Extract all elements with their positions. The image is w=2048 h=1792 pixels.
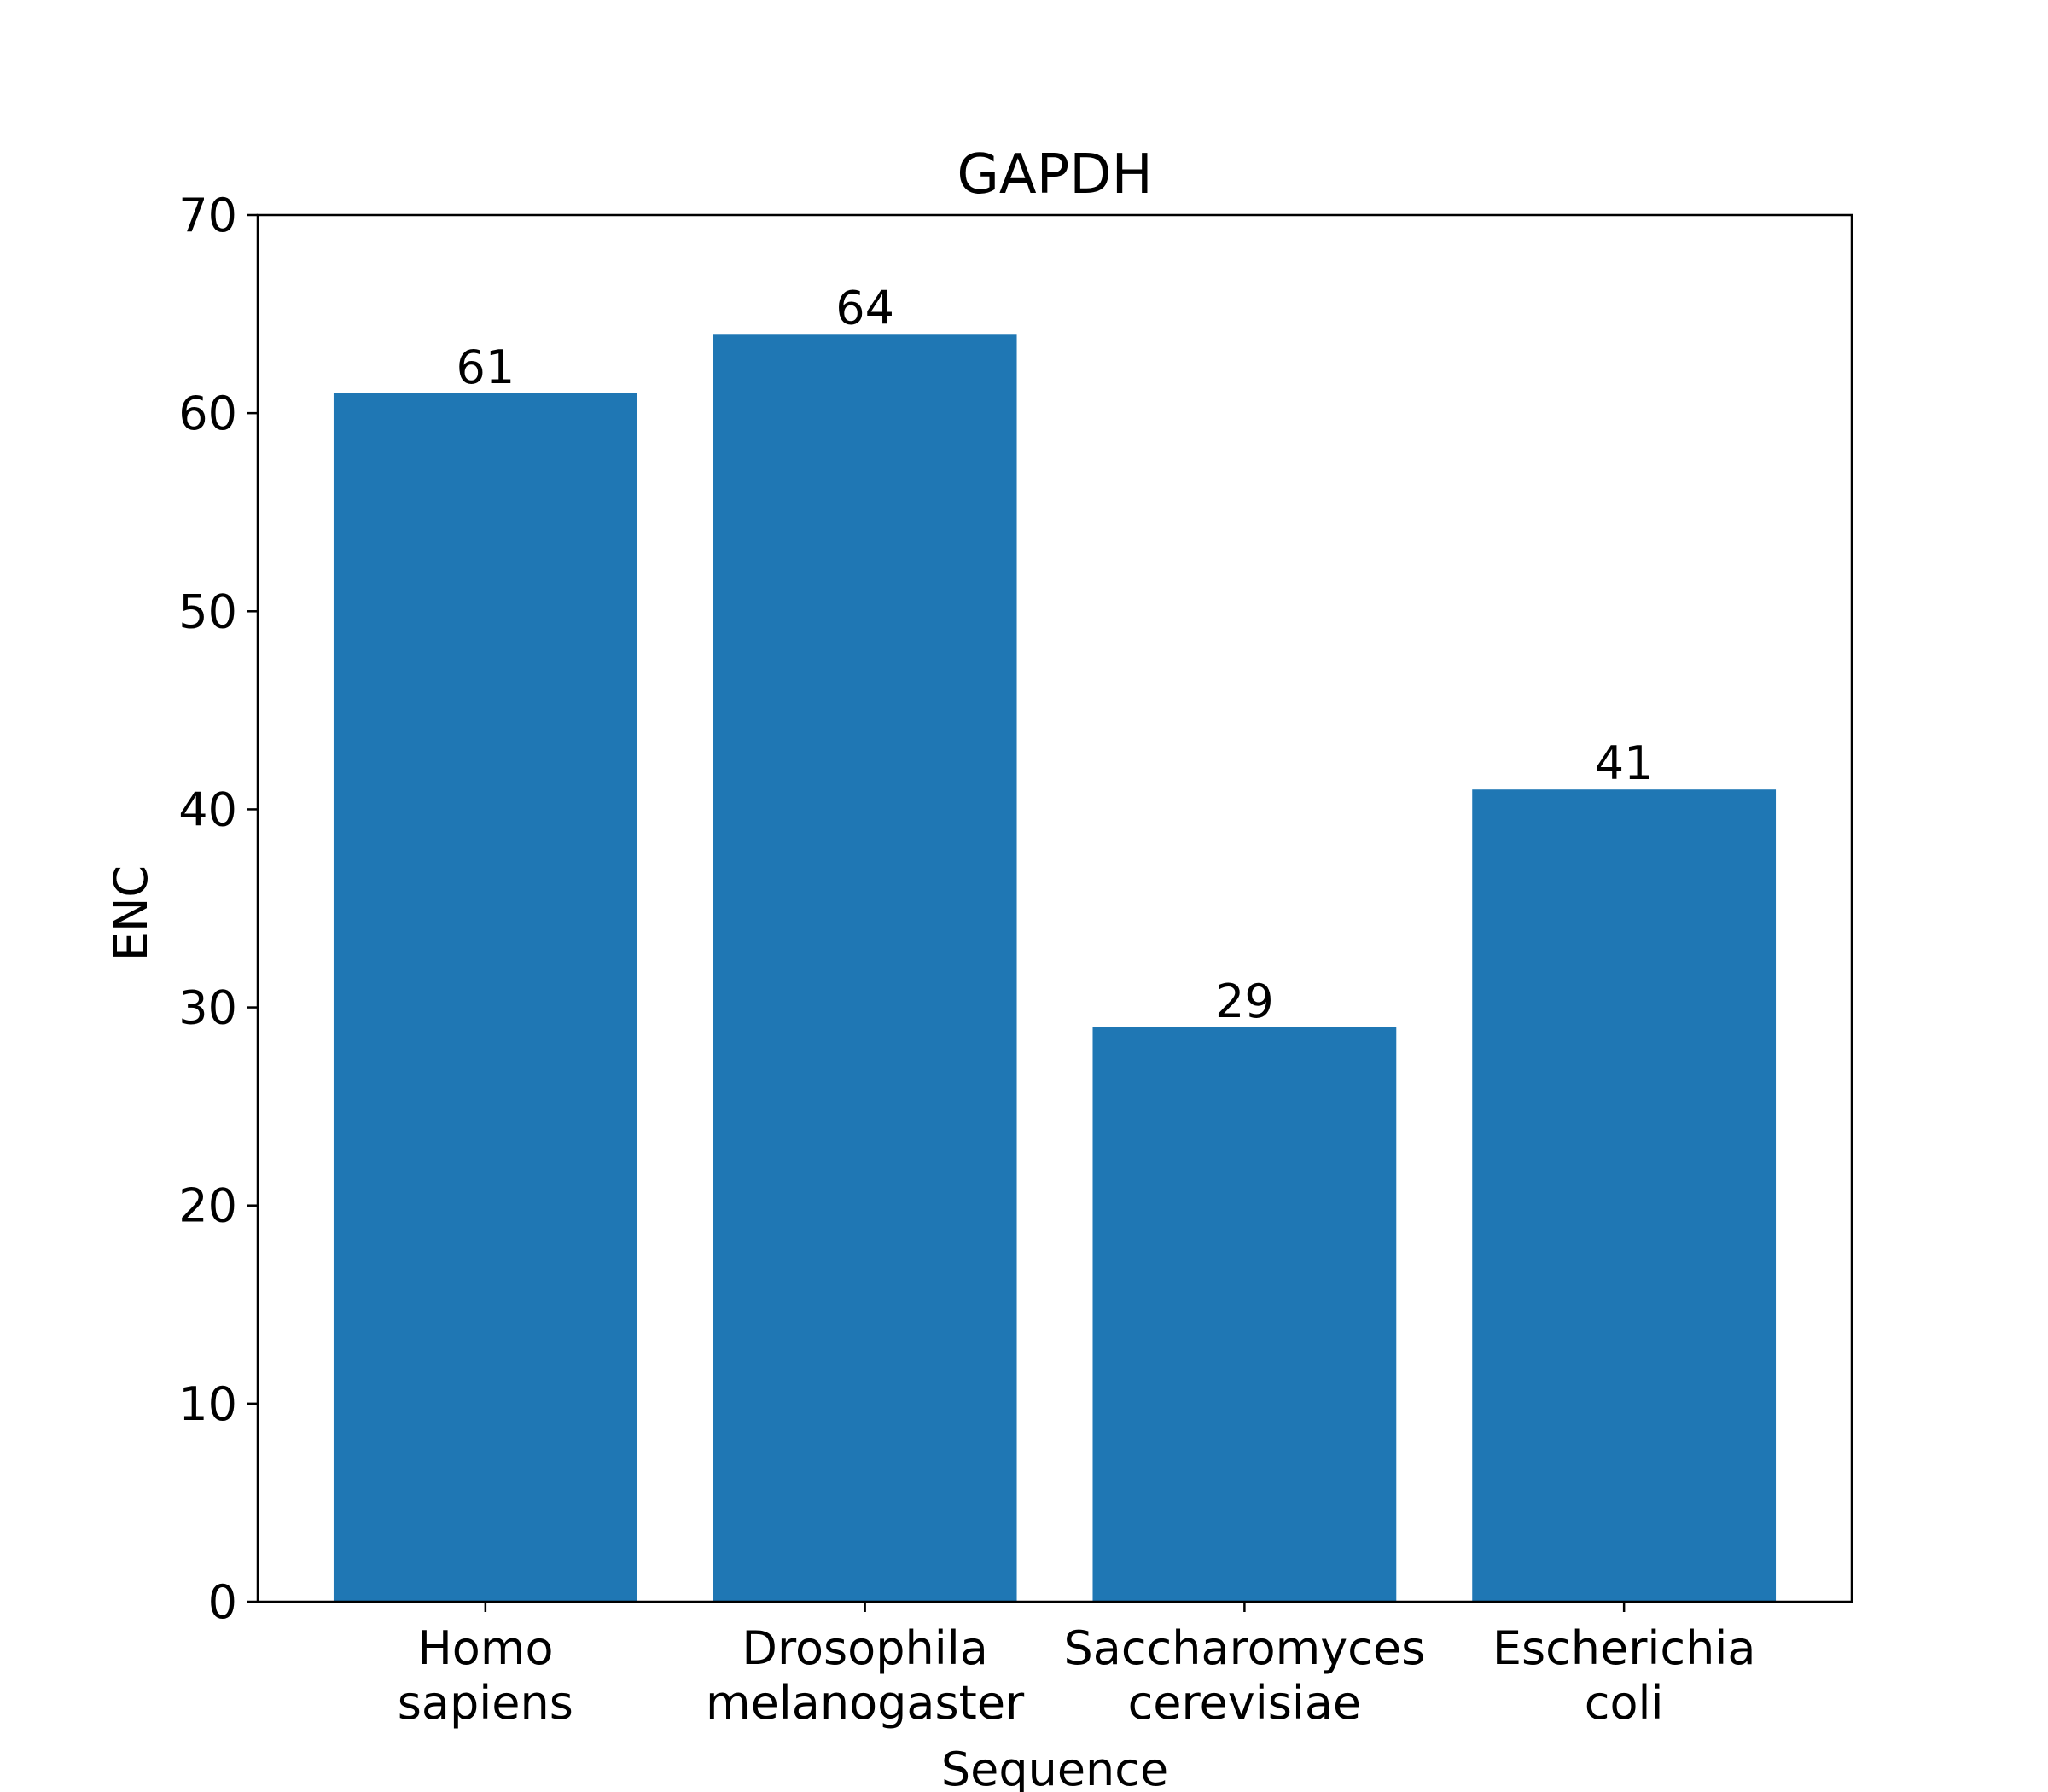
bars-group — [333, 334, 1777, 1603]
bar-value-label: 29 — [1215, 975, 1274, 1028]
y-tick-label: 10 — [178, 1377, 237, 1431]
y-tick-label: 70 — [178, 189, 237, 242]
x-tick-label-line: cerevisiae — [1128, 1676, 1362, 1730]
bar — [1092, 1027, 1397, 1602]
y-tick-label: 40 — [178, 783, 237, 836]
chart-title: GAPDH — [957, 143, 1152, 207]
bar-labels-group: 61 64 29 41 — [456, 281, 1653, 1028]
y-tick-label: 20 — [178, 1179, 237, 1233]
y-axis-label: ENC — [104, 865, 158, 961]
x-tick-label-line: sapiens — [398, 1676, 573, 1730]
y-tick-label: 60 — [178, 387, 237, 440]
x-tick-label-line: Escherichia — [1492, 1621, 1756, 1675]
x-tick-label: Drosophila melanogaster — [706, 1621, 1025, 1730]
bar — [713, 334, 1017, 1603]
y-tick-label: 50 — [178, 585, 237, 638]
x-tick-label-line: coli — [1585, 1676, 1664, 1730]
bar — [333, 393, 637, 1602]
bar — [1472, 789, 1777, 1602]
plot-frame — [256, 213, 1853, 1603]
x-tick-label: Homo sapiens — [398, 1621, 573, 1730]
y-axis-ticks: 0 10 20 30 40 50 60 70 — [178, 189, 258, 1629]
x-tick-label-line: Saccharomyces — [1064, 1621, 1426, 1675]
y-tick-label: 0 — [208, 1575, 237, 1629]
bar-value-label: 41 — [1595, 736, 1654, 790]
x-tick-label-line: melanogaster — [706, 1676, 1025, 1730]
x-axis-ticks: Homo sapiens Drosophila melanogaster Sacchar… — [398, 1602, 1756, 1730]
x-tick-label-line: Homo — [417, 1621, 553, 1675]
x-tick-label-line: Drosophila — [742, 1621, 987, 1675]
x-tick-label: Saccharomyces cerevisiae — [1064, 1621, 1426, 1730]
x-tick-label: Escherichia coli — [1492, 1621, 1756, 1730]
bar-value-label: 64 — [835, 281, 894, 335]
x-axis-label: Sequence — [941, 1743, 1168, 1792]
y-tick-label: 30 — [178, 981, 237, 1035]
bar-value-label: 61 — [456, 340, 515, 394]
